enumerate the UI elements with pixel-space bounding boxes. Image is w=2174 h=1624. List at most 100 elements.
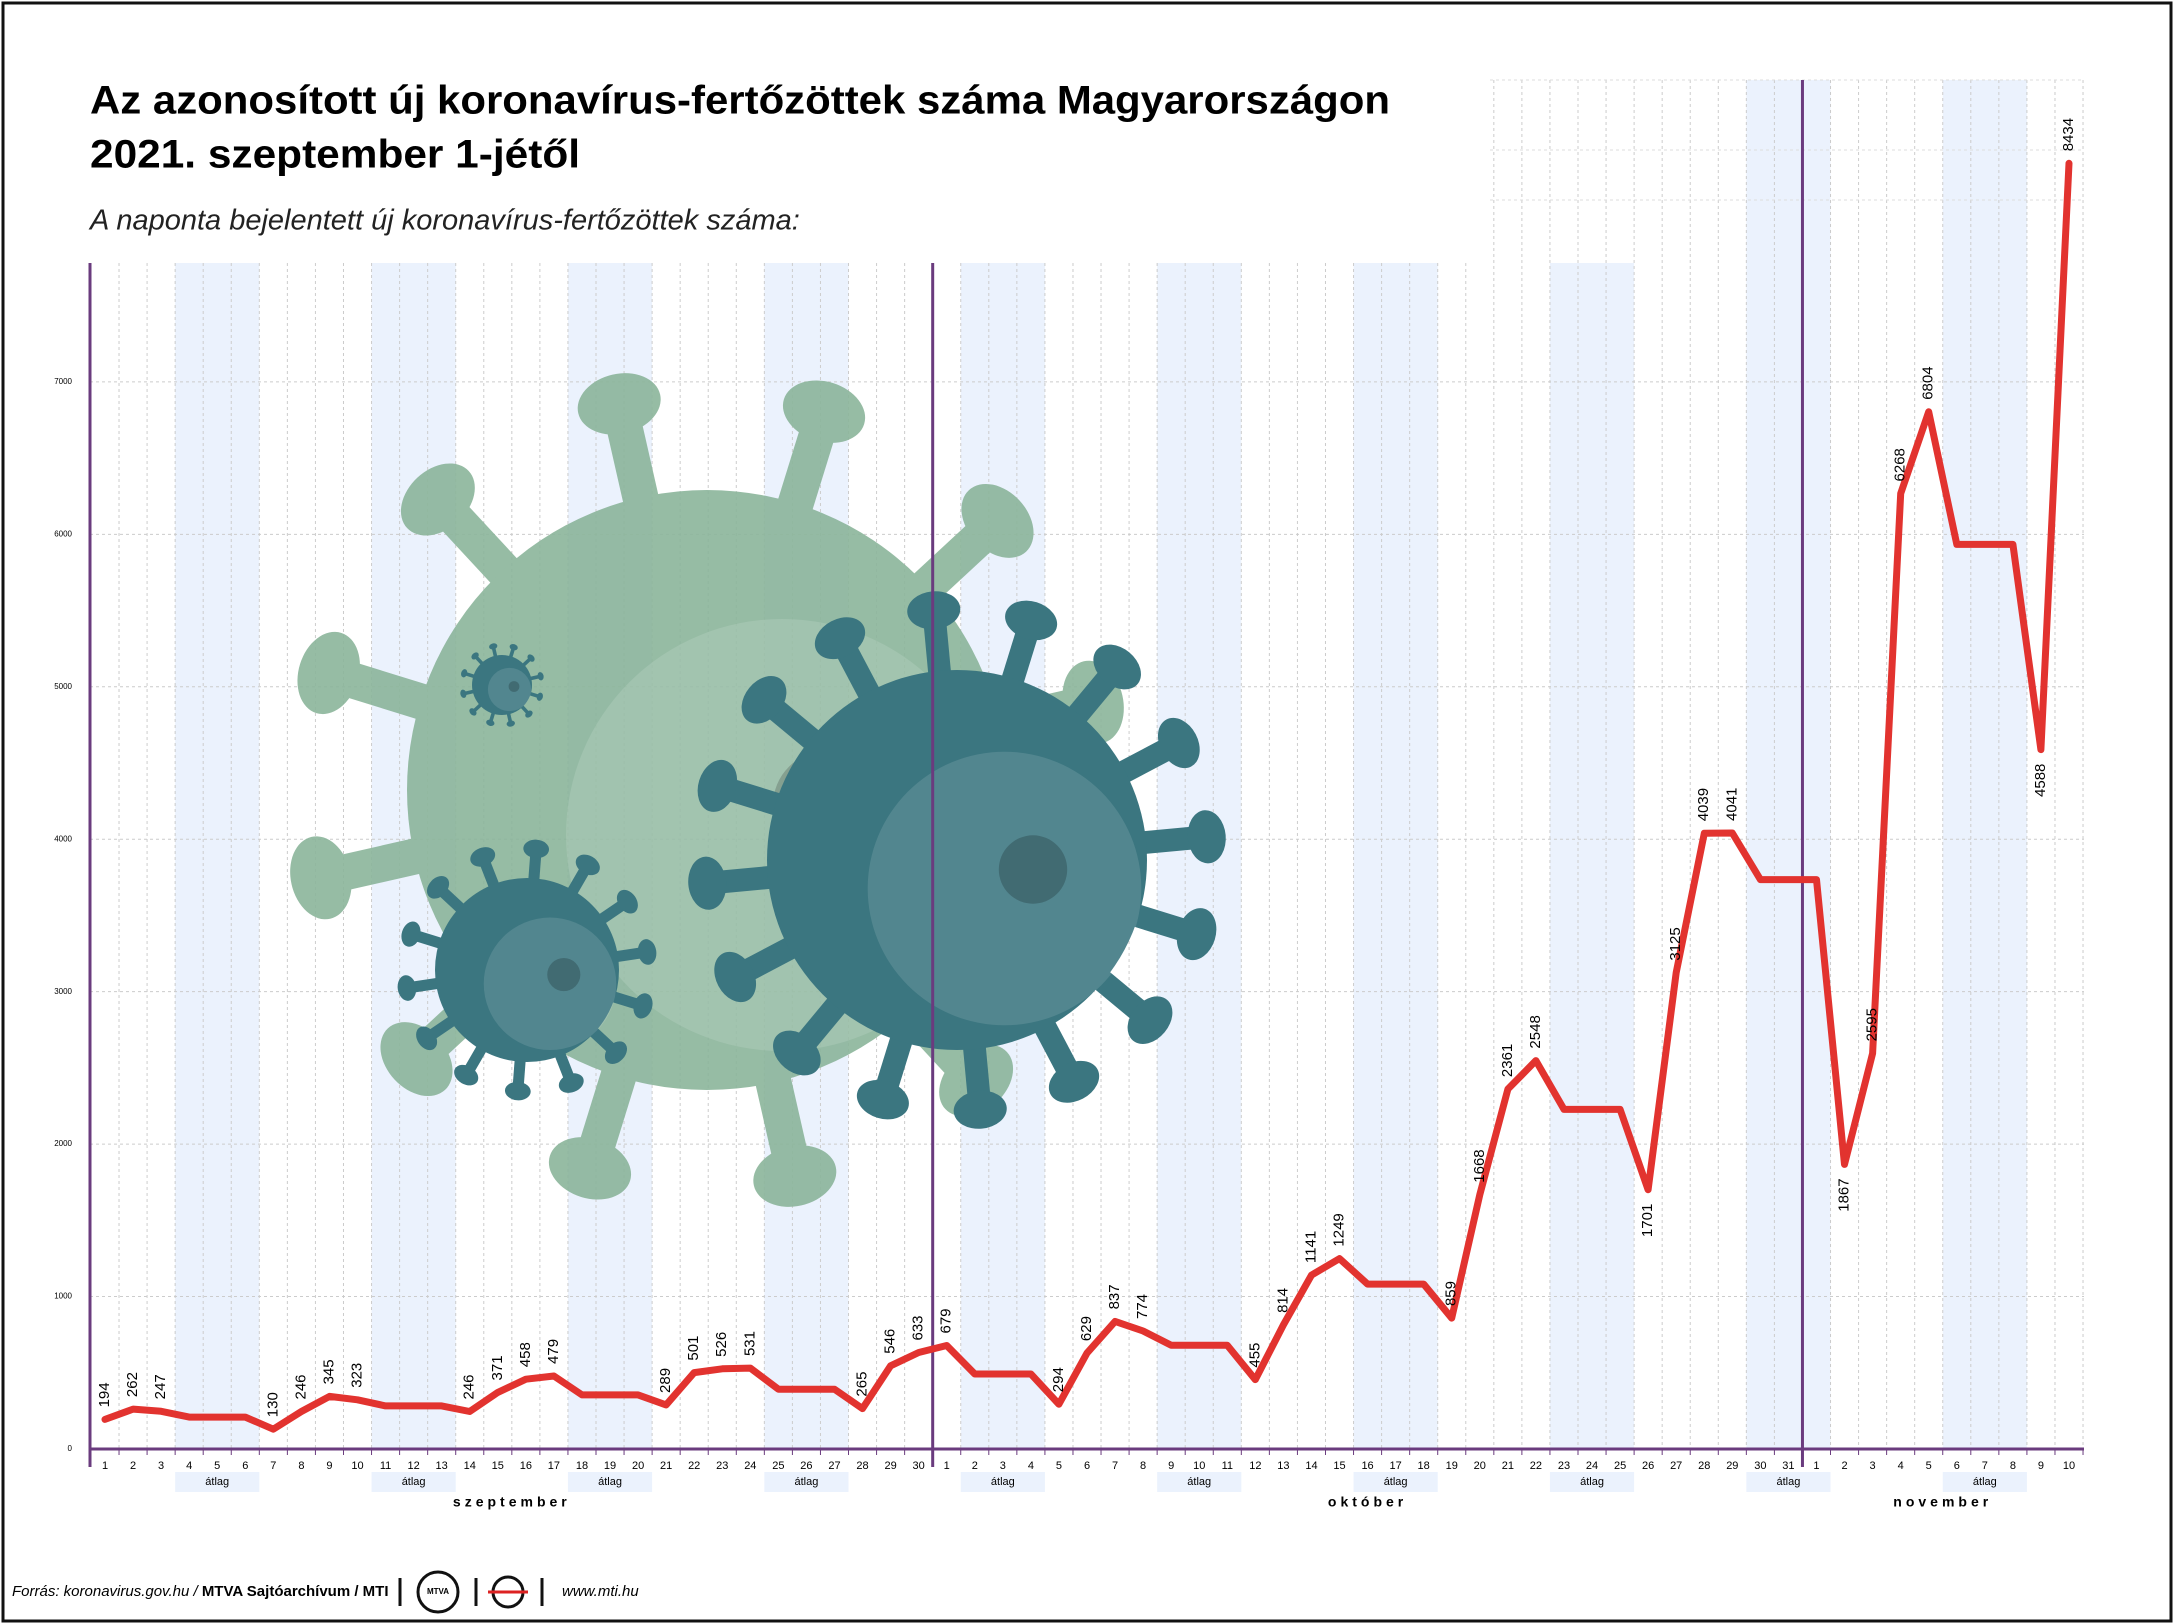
virus-knob	[604, 1041, 628, 1064]
virus-knob	[782, 380, 866, 443]
virus-knob	[297, 631, 360, 715]
value-label: 479	[545, 1339, 562, 1364]
x-tick-label: 20	[1474, 1460, 1486, 1472]
value-label: 246	[292, 1374, 309, 1399]
average-label-box	[371, 1472, 456, 1492]
value-label: 294	[1050, 1367, 1067, 1392]
value-label: 6268	[1892, 448, 1909, 481]
average-label: átlag	[1384, 1476, 1408, 1488]
virus-knob	[558, 1073, 584, 1093]
value-label: 289	[657, 1368, 674, 1393]
virus-knob	[577, 373, 661, 435]
x-tick-label: 28	[856, 1460, 868, 1472]
x-tick-label: 12	[1249, 1460, 1261, 1472]
y-tick-label: 1000	[54, 1292, 72, 1301]
x-tick-label: 19	[1446, 1460, 1458, 1472]
average-label-box	[567, 1472, 653, 1492]
virus-knob	[616, 889, 638, 914]
virus-shade	[867, 751, 1142, 1026]
x-tick-label: 4	[186, 1460, 192, 1472]
x-tick-label: 15	[1333, 1460, 1345, 1472]
x-tick-label: 10	[351, 1460, 363, 1472]
virus-crater	[998, 835, 1068, 904]
value-label: 837	[1106, 1284, 1123, 1309]
value-label: 4039	[1695, 788, 1712, 821]
average-label: átlag	[794, 1476, 818, 1488]
virus-knob	[714, 951, 757, 1003]
virus-illustration	[290, 373, 1226, 1207]
y-tick-label: 0	[68, 1444, 73, 1453]
value-label: 1867	[1836, 1178, 1853, 1211]
y-tick-label: 4000	[54, 834, 72, 843]
value-label: 526	[713, 1332, 730, 1357]
virus-shade	[483, 917, 617, 1051]
virus-body	[435, 878, 619, 1062]
virus-knob	[397, 975, 417, 1001]
average-label: átlag	[1973, 1476, 1997, 1488]
virus-knob	[637, 939, 657, 965]
virus-knob	[506, 720, 515, 727]
value-label: 247	[152, 1374, 169, 1399]
virus	[460, 643, 544, 727]
x-tick-label: 6	[1084, 1460, 1090, 1472]
x-tick-label: 25	[1614, 1460, 1626, 1472]
x-tick-label: 6	[242, 1460, 248, 1472]
x-tick-label: 1	[102, 1460, 108, 1472]
average-label-box	[1157, 1472, 1242, 1492]
value-label: 4588	[2032, 764, 2049, 797]
x-tick-label: 30	[1754, 1460, 1766, 1472]
average-label-box	[1942, 1472, 2027, 1492]
virus-knob	[460, 689, 467, 698]
value-label: 546	[882, 1329, 899, 1354]
value-label: 679	[938, 1308, 955, 1333]
x-tick-label: 3	[1000, 1460, 1006, 1472]
value-label: 3125	[1667, 927, 1684, 960]
x-tick-label: 4	[1028, 1460, 1034, 1472]
footer-url: www.mti.hu	[562, 1583, 639, 1600]
x-tick-label: 23	[1558, 1460, 1570, 1472]
x-tick-label: 26	[800, 1460, 812, 1472]
virus-knob	[1127, 996, 1173, 1044]
value-label: 814	[1274, 1288, 1291, 1313]
x-tick-label: 30	[913, 1460, 925, 1472]
virus-crater	[508, 681, 520, 692]
value-label: 859	[1443, 1281, 1460, 1306]
average-label: átlag	[1187, 1476, 1211, 1488]
x-tick-label: 9	[1168, 1460, 1174, 1472]
x-tick-label: 24	[1586, 1460, 1598, 1472]
x-tick-label: 28	[1698, 1460, 1710, 1472]
data-line	[101, 159, 2073, 1433]
x-tick-label: 24	[744, 1460, 756, 1472]
virus-knob	[753, 1145, 837, 1207]
x-tick-label: 20	[632, 1460, 644, 1472]
x-tick-label: 4	[1898, 1460, 1904, 1472]
x-tick-label: 26	[1642, 1460, 1654, 1472]
chart-title: 2021. szeptember 1-jétől	[90, 133, 580, 177]
virus-knob	[536, 692, 543, 701]
virus-knob	[509, 644, 518, 651]
x-tick-label: 11	[380, 1460, 391, 1472]
y-tick-label: 6000	[54, 529, 72, 538]
value-label: 1668	[1471, 1149, 1488, 1182]
x-tick-label: 17	[548, 1460, 560, 1472]
value-label: 774	[1134, 1294, 1151, 1319]
virus-knob	[1093, 644, 1141, 690]
source: Forrás: koronavirus.gov.hu /	[12, 1583, 202, 1600]
value-label: 4041	[1723, 788, 1740, 821]
value-label: 455	[1246, 1343, 1263, 1368]
value-label: 458	[517, 1342, 534, 1367]
virus-knob	[525, 710, 533, 718]
average-label: átlag	[598, 1476, 622, 1488]
x-tick-label: 5	[1926, 1460, 1932, 1472]
title-backdrop	[80, 60, 1420, 260]
agency: MTVA Sajtóarchívum / MTI	[202, 1583, 389, 1600]
virus-knob	[1157, 717, 1200, 769]
logo-text: MTVA	[427, 1587, 449, 1596]
value-label: 1701	[1639, 1204, 1656, 1237]
virus-knob	[633, 993, 653, 1019]
x-tick-label: 22	[1530, 1460, 1542, 1472]
x-tick-label: 13	[436, 1460, 448, 1472]
value-label: 8434	[2060, 118, 2077, 151]
average-band	[175, 263, 260, 1449]
